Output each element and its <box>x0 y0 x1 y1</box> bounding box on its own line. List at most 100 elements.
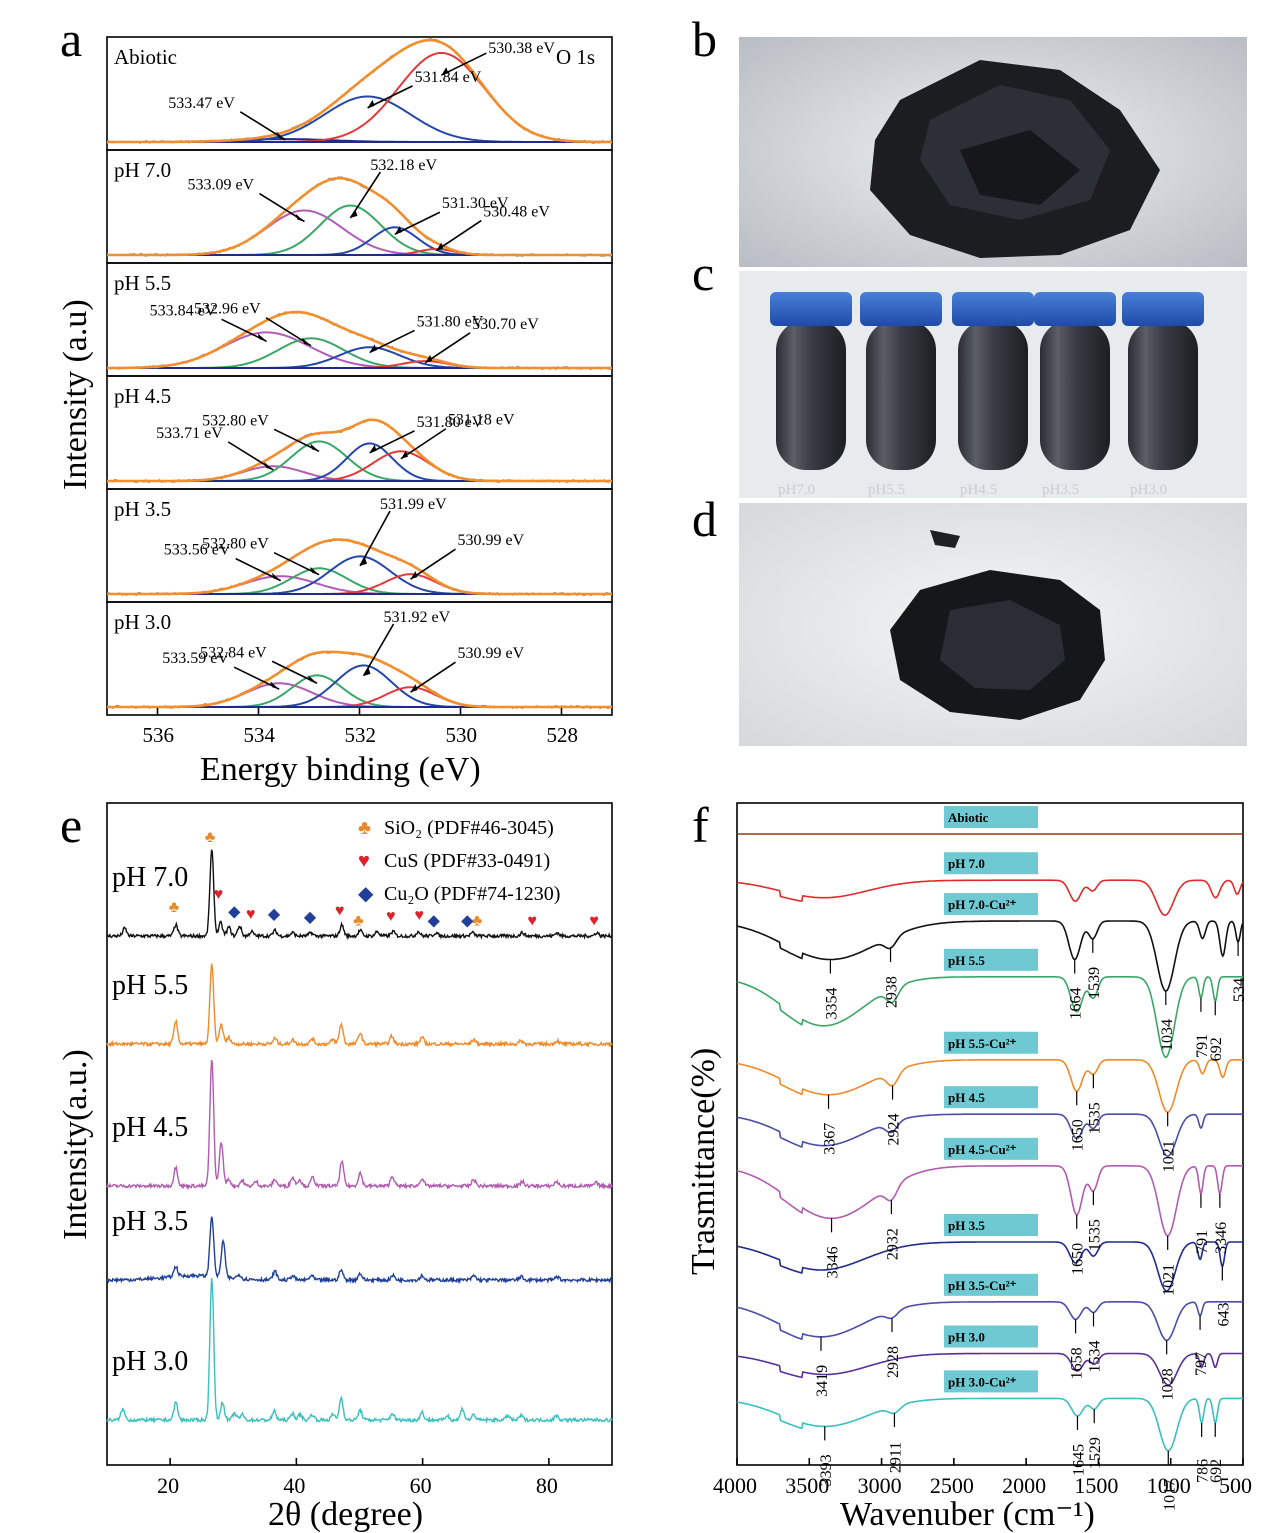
ftir-series-label: pH 3.5-Cu²⁺ <box>948 1278 1017 1293</box>
xps-envelope <box>107 418 612 483</box>
ftir-peak-label: 2938 <box>884 976 901 1008</box>
xps-peak-label: 531.80 eV <box>417 313 484 330</box>
xrd-phase-marker: ♥ <box>527 912 537 929</box>
xps-arrow <box>394 211 441 235</box>
xps-arrow <box>367 85 413 109</box>
ftir-series-tag <box>944 893 1038 916</box>
xrd-xtick-label: 80 <box>536 1473 558 1498</box>
panel-letter-c: c <box>692 245 714 301</box>
xrd-legend-symbol: ◆ <box>358 883 374 905</box>
ftir-series-pH 4.5-Cu²⁺ <box>736 1164 1243 1237</box>
xrd-xtick-label: 60 <box>410 1473 432 1498</box>
ftir-peak-label: 2932 <box>884 1228 901 1260</box>
tube-body <box>958 320 1028 470</box>
xps-envelope <box>107 176 612 257</box>
ftir-peak-label: 643 <box>1215 1303 1232 1327</box>
xps-arrowhead <box>264 461 274 470</box>
xps-peak-label: 531.80 eV <box>417 414 484 431</box>
xps-arrowhead <box>360 557 368 566</box>
xps-peak-label: 531.99 eV <box>380 496 447 513</box>
ftir-peak-label: 3346 <box>1213 1222 1230 1254</box>
ftir-series-label: pH 3.0 <box>948 1330 985 1345</box>
ftir-peak-label: 1529 <box>1087 1437 1104 1469</box>
ftir-xtick-label: 500 <box>1219 1473 1252 1498</box>
xps-arrowhead <box>310 443 320 452</box>
xps-peak-label: 530.70 eV <box>472 316 539 333</box>
ftir-series-tag <box>944 1370 1038 1393</box>
panel-letter-e: e <box>60 797 82 853</box>
ftir-series-label: pH 3.0-Cu²⁺ <box>948 1374 1017 1389</box>
xps-peak-label: 533.84 eV <box>150 302 217 319</box>
xps-arrowhead <box>425 354 433 363</box>
xps-envelope <box>107 650 612 709</box>
tube-body <box>776 320 846 470</box>
xrd-phase-marker: ◆ <box>461 912 474 929</box>
tube-label: pH4.5 <box>960 482 997 498</box>
xps-xtick-label: 536 <box>143 723 175 747</box>
ftir-peak-label: 3354 <box>823 988 840 1020</box>
ftir-peak-label: 692 <box>1208 1459 1225 1483</box>
ftir-peak-label: 3393 <box>818 1454 835 1486</box>
panel-letter-d: d <box>692 491 717 547</box>
tube-label: pH3.0 <box>1130 482 1167 498</box>
xps-arrow <box>410 661 456 693</box>
ftir-peak-label: 786 <box>1195 1459 1212 1483</box>
xps-arrow <box>440 52 487 76</box>
xps-arrowhead <box>271 572 281 581</box>
ftir-series-label: pH 5.5-Cu²⁺ <box>948 1036 1017 1051</box>
xps-peak-label: 532.18 eV <box>370 157 437 174</box>
tube-cap <box>770 292 852 326</box>
ftir-peak-label: 692 <box>1208 1037 1225 1061</box>
xps-arrowhead <box>367 99 375 108</box>
ftir-peak-label: 2924 <box>886 1114 903 1146</box>
xps-peak-label: 533.59 eV <box>162 650 229 667</box>
xps-peak-label: 532.84 eV <box>200 644 267 661</box>
xrd-xlabel: 2θ (degree) <box>268 1496 423 1533</box>
ftir-peak-label: 1534 <box>1087 1340 1104 1372</box>
ftir-series-tag <box>944 852 1038 875</box>
ftir-peak-label: 1645 <box>1070 1444 1087 1476</box>
ftir-frame <box>736 802 1244 1466</box>
xrd-ylabel: Intensity(a.u.) <box>57 1049 94 1240</box>
ftir-xtick-label: 1500 <box>1074 1473 1118 1498</box>
ftir-peak-label: 1664 <box>1068 988 1085 1020</box>
tube-label: pH3.5 <box>1042 482 1079 498</box>
ftir-peak-label: 1034 <box>1159 1019 1176 1051</box>
xrd-phase-marker: ◆ <box>428 912 441 929</box>
xrd-series-label: pH 5.5 <box>112 970 188 1001</box>
xps-arrow <box>362 623 395 677</box>
ftir-series-pH 5.5-Cu²⁺ <box>736 1058 1243 1114</box>
xrd-series-pH 5.5 <box>106 963 613 1049</box>
ftir-peak-label: 534 <box>1231 978 1248 1002</box>
xps-arrow <box>424 332 471 364</box>
ftir-peak-label: 2911 <box>887 1442 904 1473</box>
xrd-phase-marker: ◆ <box>304 909 317 926</box>
ftir-series-pH 3.5-Cu²⁺ <box>736 1301 1243 1342</box>
xrd-phase-marker: ♣ <box>353 912 364 929</box>
ftir-series-tag <box>944 1137 1038 1160</box>
photo-b <box>739 37 1247 267</box>
xps-arrow <box>400 428 447 460</box>
xps-peak-label: 530.99 eV <box>458 532 525 549</box>
xrd-legend-symbol: ♣ <box>358 817 371 839</box>
ftir-series-tag <box>944 806 1038 828</box>
xrd-series-pH 4.5 <box>106 1059 613 1191</box>
ftir-series-label: pH 4.5-Cu²⁺ <box>948 1142 1017 1157</box>
xps-subplot-label: pH 5.5 <box>114 271 171 295</box>
xps-peak-label: 531.18 eV <box>448 412 515 429</box>
xps-ylabel: Intensity (a.u) <box>57 299 94 490</box>
xrd-phase-marker: ♥ <box>589 912 599 929</box>
xps-arrowhead <box>441 67 449 76</box>
xps-envelope <box>107 38 612 144</box>
ftir-peak-label: 791 <box>1194 1034 1211 1058</box>
ftir-series-label: pH 4.5 <box>948 1090 985 1105</box>
ftir-series-tag <box>944 1325 1038 1348</box>
ftir-peak-label: 1028 <box>1160 1368 1177 1400</box>
ftir-chart: Abiotic pH 7.0 pH 7.0-Cu²⁺ pH 5.5 pH 5.5-Cu²… <box>685 802 1252 1533</box>
xrd-phase-marker: ♥ <box>246 906 256 923</box>
ftir-series-pH 4.5 <box>736 1113 1243 1157</box>
xps-arrowhead <box>363 667 371 676</box>
xps-xtick-label: 532 <box>345 723 377 747</box>
xrd-phase-marker: ♣ <box>472 912 483 929</box>
xps-arrow <box>410 548 456 580</box>
